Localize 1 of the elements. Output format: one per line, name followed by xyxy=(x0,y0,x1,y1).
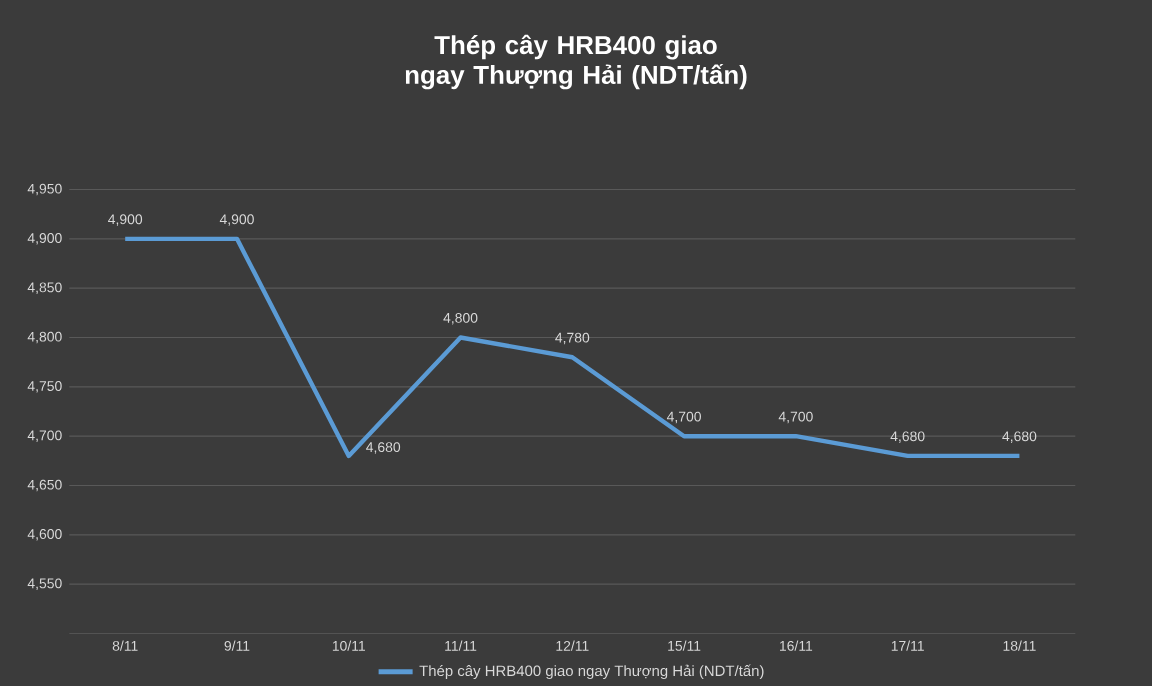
chart-title: Thép cây HRB400 giao ngay Thượng Hải (NDT/tấn) xyxy=(405,34,747,89)
